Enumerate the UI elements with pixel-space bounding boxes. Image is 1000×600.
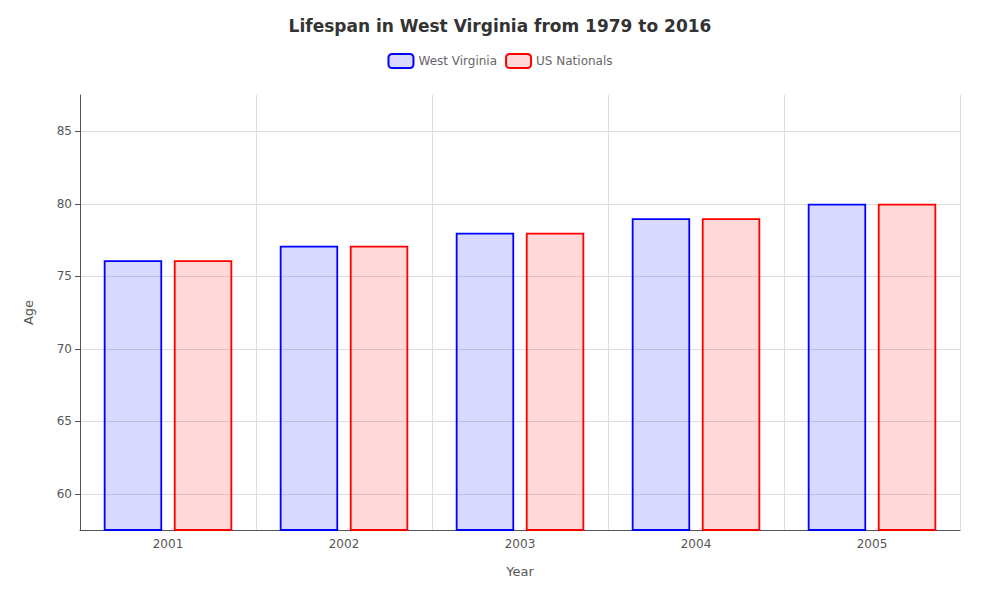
svg-text:2005: 2005 — [857, 537, 888, 551]
svg-text:US Nationals: US Nationals — [536, 54, 612, 68]
svg-text:Age: Age — [21, 300, 36, 325]
svg-text:Lifespan in West Virginia from: Lifespan in West Virginia from 1979 to 2… — [289, 16, 712, 36]
svg-text:Year: Year — [505, 564, 534, 579]
svg-text:2001: 2001 — [153, 537, 184, 551]
svg-text:West Virginia: West Virginia — [418, 54, 497, 68]
svg-text:60: 60 — [57, 487, 72, 501]
svg-text:2004: 2004 — [681, 537, 712, 551]
svg-text:85: 85 — [57, 124, 72, 138]
svg-text:75: 75 — [57, 269, 72, 283]
svg-text:2003: 2003 — [505, 537, 536, 551]
svg-text:70: 70 — [57, 342, 72, 356]
svg-text:80: 80 — [57, 197, 72, 211]
svg-text:65: 65 — [57, 414, 72, 428]
svg-text:2002: 2002 — [329, 537, 360, 551]
